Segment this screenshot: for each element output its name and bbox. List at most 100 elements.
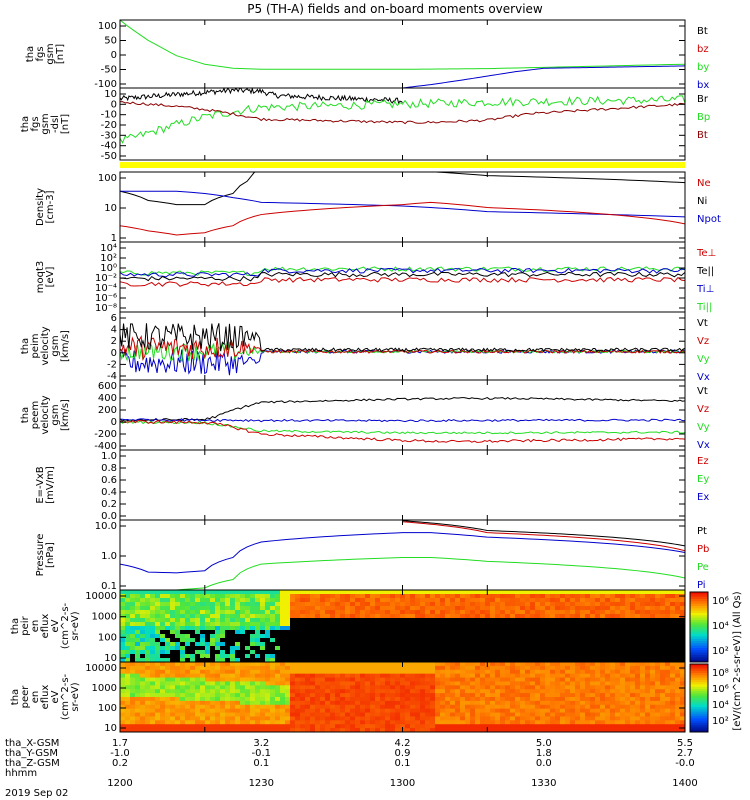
spectrogram-cell xyxy=(480,594,486,599)
spectrogram-cell xyxy=(160,650,166,655)
spectrogram-cell xyxy=(645,708,651,714)
spectrogram-cell xyxy=(640,728,646,732)
spectrogram-cell xyxy=(135,693,141,698)
spectrogram-cell xyxy=(450,673,456,679)
spectrogram-cell xyxy=(355,689,361,694)
spectrogram-cell xyxy=(610,708,616,714)
spectrogram-cell xyxy=(535,677,541,683)
spectrogram-cell xyxy=(310,630,316,635)
spectrogram-cell xyxy=(520,638,526,643)
spectrogram-cell xyxy=(575,654,581,659)
spectrogram-cell xyxy=(150,638,156,643)
spectrogram-cell xyxy=(380,720,386,725)
spectrogram-cell xyxy=(210,602,216,607)
spectrogram-cell xyxy=(280,700,286,706)
spectrogram-cell xyxy=(445,610,451,615)
colorbar-swatch xyxy=(690,655,708,658)
spectrogram-cell xyxy=(125,720,131,725)
spectrogram-cell xyxy=(380,712,386,718)
spectrogram-cell xyxy=(175,716,181,721)
spectrogram-cell xyxy=(590,626,596,631)
spectrogram-cell xyxy=(320,712,326,718)
spectrogram-cell xyxy=(475,618,481,623)
spectrogram-cell xyxy=(285,638,291,643)
spectrogram-cell xyxy=(150,654,156,659)
spectrogram-cell xyxy=(385,669,391,675)
spectrogram-cell xyxy=(570,618,576,623)
spectrogram-cell xyxy=(505,708,511,714)
spectrogram-cell xyxy=(270,693,276,698)
spectrogram-cell xyxy=(670,610,676,615)
spectrogram-cell xyxy=(360,704,366,710)
spectrogram-cell xyxy=(420,594,426,599)
spectrogram-cell xyxy=(375,712,381,718)
spectrogram-cell xyxy=(330,669,336,675)
spectrogram-cell xyxy=(200,602,206,607)
spectrogram-cell xyxy=(620,638,626,643)
spectrogram-cell xyxy=(175,638,181,643)
spectrogram-cell xyxy=(320,697,326,702)
spectrogram-cell xyxy=(400,650,406,655)
spectrogram-cell xyxy=(610,646,616,651)
spectrogram-cell xyxy=(315,630,321,635)
spectrogram-cell xyxy=(485,665,491,671)
spectrogram-cell xyxy=(265,662,271,667)
spectrogram-cell xyxy=(660,712,666,718)
spectrogram-cell xyxy=(335,669,341,675)
spectrogram-cell xyxy=(265,681,271,686)
spectrogram-cell xyxy=(415,590,421,595)
spectrogram-cell xyxy=(360,693,366,698)
spectrogram-cell xyxy=(615,724,621,729)
spectrogram-cell xyxy=(130,662,136,667)
spectrogram-cell xyxy=(520,654,526,659)
spectrogram-cell xyxy=(350,728,356,732)
spectrogram-cell xyxy=(405,716,411,721)
spectrogram-cell xyxy=(195,638,201,643)
spectrogram-cell xyxy=(490,681,496,686)
spectrogram-cell xyxy=(650,716,656,721)
spectrogram-cell xyxy=(525,681,531,686)
spectrogram-cell xyxy=(420,685,426,690)
spectrogram-cell xyxy=(580,697,586,702)
spectrogram-cell xyxy=(640,630,646,635)
spectrogram-cell xyxy=(665,634,671,639)
spectrogram-cell xyxy=(410,712,416,718)
spectrogram-cell xyxy=(520,693,526,698)
spectrogram-cell xyxy=(675,598,681,603)
spectrogram-cell xyxy=(140,642,146,647)
spectrogram-cell xyxy=(430,704,436,710)
spectrogram-cell xyxy=(630,673,636,679)
spectrogram-cell xyxy=(270,708,276,714)
spectrogram-cell xyxy=(435,594,441,599)
spectrogram-cell xyxy=(210,728,216,732)
spectrogram-cell xyxy=(670,638,676,643)
spectrogram-cell xyxy=(385,677,391,683)
spectrogram-cell xyxy=(250,716,256,721)
spectrogram-cell xyxy=(430,630,436,635)
spectrogram-cell xyxy=(195,669,201,675)
spectrogram-cell xyxy=(570,720,576,725)
spectrogram-cell xyxy=(390,622,396,627)
spectrogram-cell xyxy=(450,634,456,639)
spectrogram-cell xyxy=(680,704,685,710)
spectrogram-cell xyxy=(455,712,461,718)
spectrogram-cell xyxy=(580,614,586,619)
spectrogram-cell xyxy=(135,622,141,627)
spectrogram-cell xyxy=(135,728,141,732)
spectrogram-cell xyxy=(135,598,141,603)
spectrogram-cell xyxy=(325,630,331,635)
spectrogram-cell xyxy=(575,602,581,607)
spectrogram-cell xyxy=(505,590,511,595)
spectrogram-cell xyxy=(540,712,546,718)
spectrogram-cell xyxy=(615,622,621,627)
spectrogram-cell xyxy=(545,602,551,607)
spectrogram-cell xyxy=(620,720,626,725)
spectrogram-cell xyxy=(405,630,411,635)
spectrogram-cell xyxy=(385,634,391,639)
spectrogram-cell xyxy=(535,697,541,702)
spectrogram-cell xyxy=(410,693,416,698)
spectrogram-cell xyxy=(585,720,591,725)
spectrogram-cell xyxy=(580,630,586,635)
spectrogram-cell xyxy=(140,622,146,627)
spectrogram-cell xyxy=(125,614,131,619)
